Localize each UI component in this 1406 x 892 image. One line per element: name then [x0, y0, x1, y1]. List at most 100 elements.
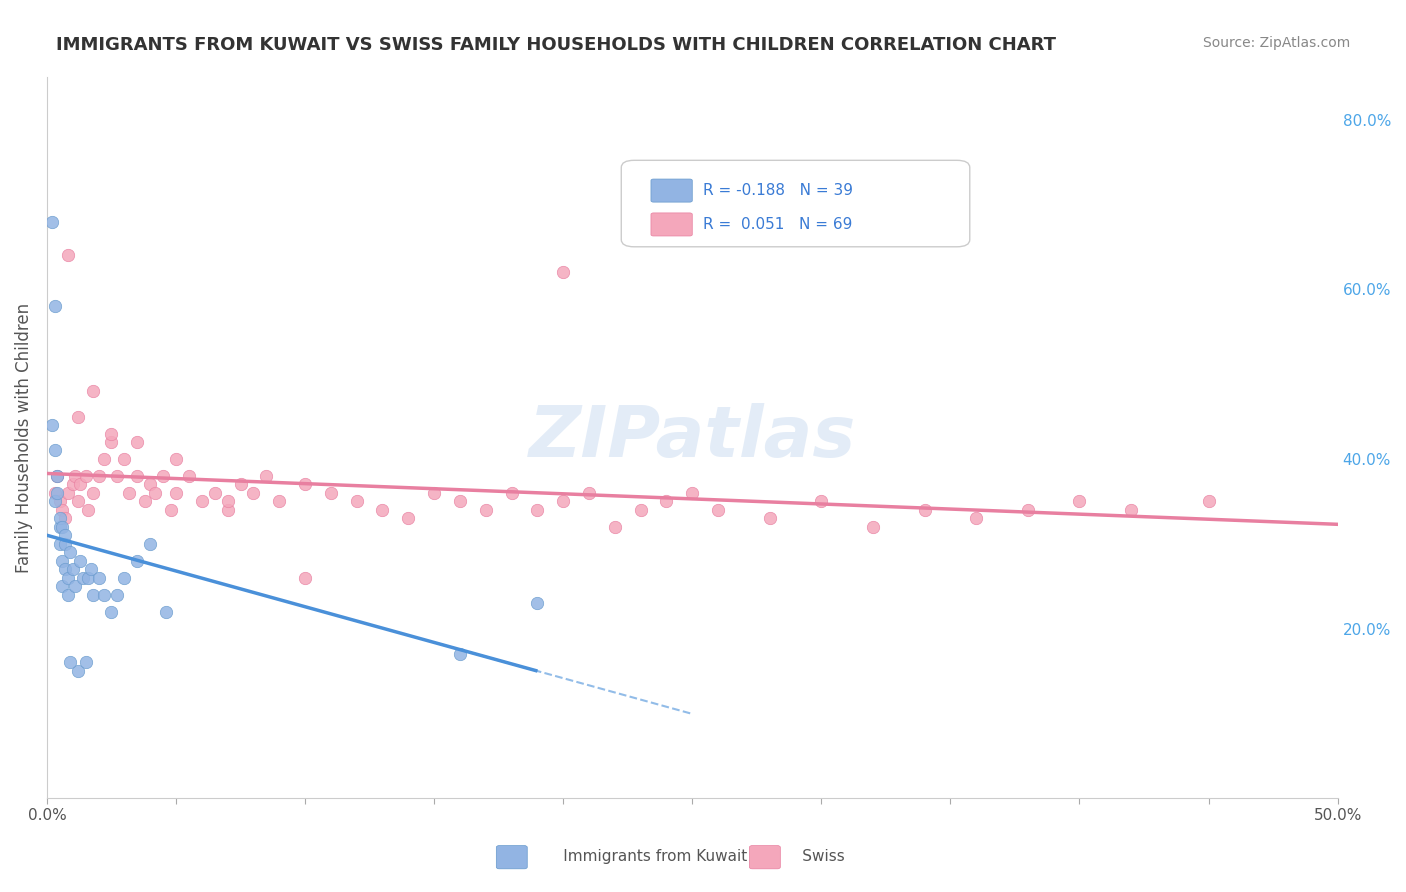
- Point: [51, 579, 73, 593]
- Text: ZIPatlas: ZIPatlas: [529, 403, 856, 472]
- Point: [77, 503, 100, 517]
- Point: [242, 486, 264, 500]
- Point: [46, 469, 69, 483]
- Point: [681, 486, 703, 500]
- Text: Swiss: Swiss: [773, 849, 845, 863]
- Point: [72, 571, 94, 585]
- Point: [59, 656, 82, 670]
- Point: [526, 503, 548, 517]
- Point: [65, 579, 87, 593]
- Point: [46, 469, 69, 483]
- Point: [127, 469, 149, 483]
- Point: [46, 486, 69, 500]
- Point: [526, 596, 548, 610]
- Point: [127, 435, 149, 450]
- Point: [82, 588, 104, 602]
- Point: [134, 494, 156, 508]
- Point: [51, 554, 73, 568]
- Point: [159, 503, 181, 517]
- Point: [1198, 494, 1220, 508]
- Point: [474, 503, 496, 517]
- Point: [49, 537, 72, 551]
- Point: [862, 520, 884, 534]
- Point: [66, 664, 89, 678]
- Point: [69, 554, 91, 568]
- Point: [41, 417, 63, 432]
- Point: [65, 469, 87, 483]
- Point: [112, 452, 135, 467]
- Point: [53, 511, 76, 525]
- Point: [87, 469, 110, 483]
- Point: [204, 486, 226, 500]
- Point: [152, 469, 174, 483]
- Point: [87, 571, 110, 585]
- Point: [294, 571, 316, 585]
- Text: Immigrants from Kuwait: Immigrants from Kuwait: [534, 849, 748, 863]
- FancyBboxPatch shape: [651, 179, 692, 202]
- Point: [1119, 503, 1142, 517]
- Point: [914, 503, 936, 517]
- Point: [139, 537, 162, 551]
- Point: [112, 571, 135, 585]
- Point: [396, 511, 419, 525]
- Point: [100, 426, 122, 441]
- Text: IMMIGRANTS FROM KUWAIT VS SWISS FAMILY HOUSEHOLDS WITH CHILDREN CORRELATION CHAR: IMMIGRANTS FROM KUWAIT VS SWISS FAMILY H…: [56, 36, 1056, 54]
- Point: [1069, 494, 1091, 508]
- Point: [59, 545, 82, 559]
- Point: [82, 486, 104, 500]
- Point: [77, 571, 100, 585]
- Point: [44, 299, 66, 313]
- Point: [56, 571, 79, 585]
- Point: [62, 477, 84, 491]
- FancyBboxPatch shape: [651, 213, 692, 236]
- Y-axis label: Family Households with Children: Family Households with Children: [15, 302, 32, 573]
- Point: [603, 520, 626, 534]
- Point: [75, 656, 97, 670]
- Point: [53, 528, 76, 542]
- Point: [139, 477, 162, 491]
- Point: [44, 494, 66, 508]
- Point: [56, 588, 79, 602]
- Point: [56, 248, 79, 262]
- Point: [41, 214, 63, 228]
- Point: [449, 647, 471, 661]
- Point: [553, 494, 575, 508]
- Text: R = -0.188   N = 39: R = -0.188 N = 39: [703, 183, 852, 198]
- Point: [100, 435, 122, 450]
- Point: [105, 469, 128, 483]
- Point: [165, 486, 187, 500]
- Point: [105, 588, 128, 602]
- Point: [82, 384, 104, 398]
- Point: [229, 477, 252, 491]
- Point: [49, 494, 72, 508]
- Point: [553, 265, 575, 279]
- Point: [56, 486, 79, 500]
- Point: [62, 562, 84, 576]
- Point: [75, 469, 97, 483]
- Point: [630, 503, 652, 517]
- Point: [177, 469, 200, 483]
- Point: [217, 494, 239, 508]
- Point: [93, 452, 115, 467]
- Point: [319, 486, 342, 500]
- Point: [80, 562, 103, 576]
- Point: [53, 537, 76, 551]
- Point: [501, 486, 523, 500]
- Point: [965, 511, 987, 525]
- Point: [217, 503, 239, 517]
- Point: [346, 494, 368, 508]
- FancyBboxPatch shape: [621, 161, 970, 247]
- Point: [69, 477, 91, 491]
- Point: [1017, 503, 1039, 517]
- Text: R =  0.051   N = 69: R = 0.051 N = 69: [703, 217, 852, 232]
- Point: [165, 452, 187, 467]
- Point: [51, 503, 73, 517]
- Point: [707, 503, 730, 517]
- Point: [49, 520, 72, 534]
- Text: Source: ZipAtlas.com: Source: ZipAtlas.com: [1202, 36, 1350, 50]
- Point: [810, 494, 832, 508]
- Point: [423, 486, 446, 500]
- Point: [51, 520, 73, 534]
- Point: [578, 486, 600, 500]
- Point: [758, 511, 780, 525]
